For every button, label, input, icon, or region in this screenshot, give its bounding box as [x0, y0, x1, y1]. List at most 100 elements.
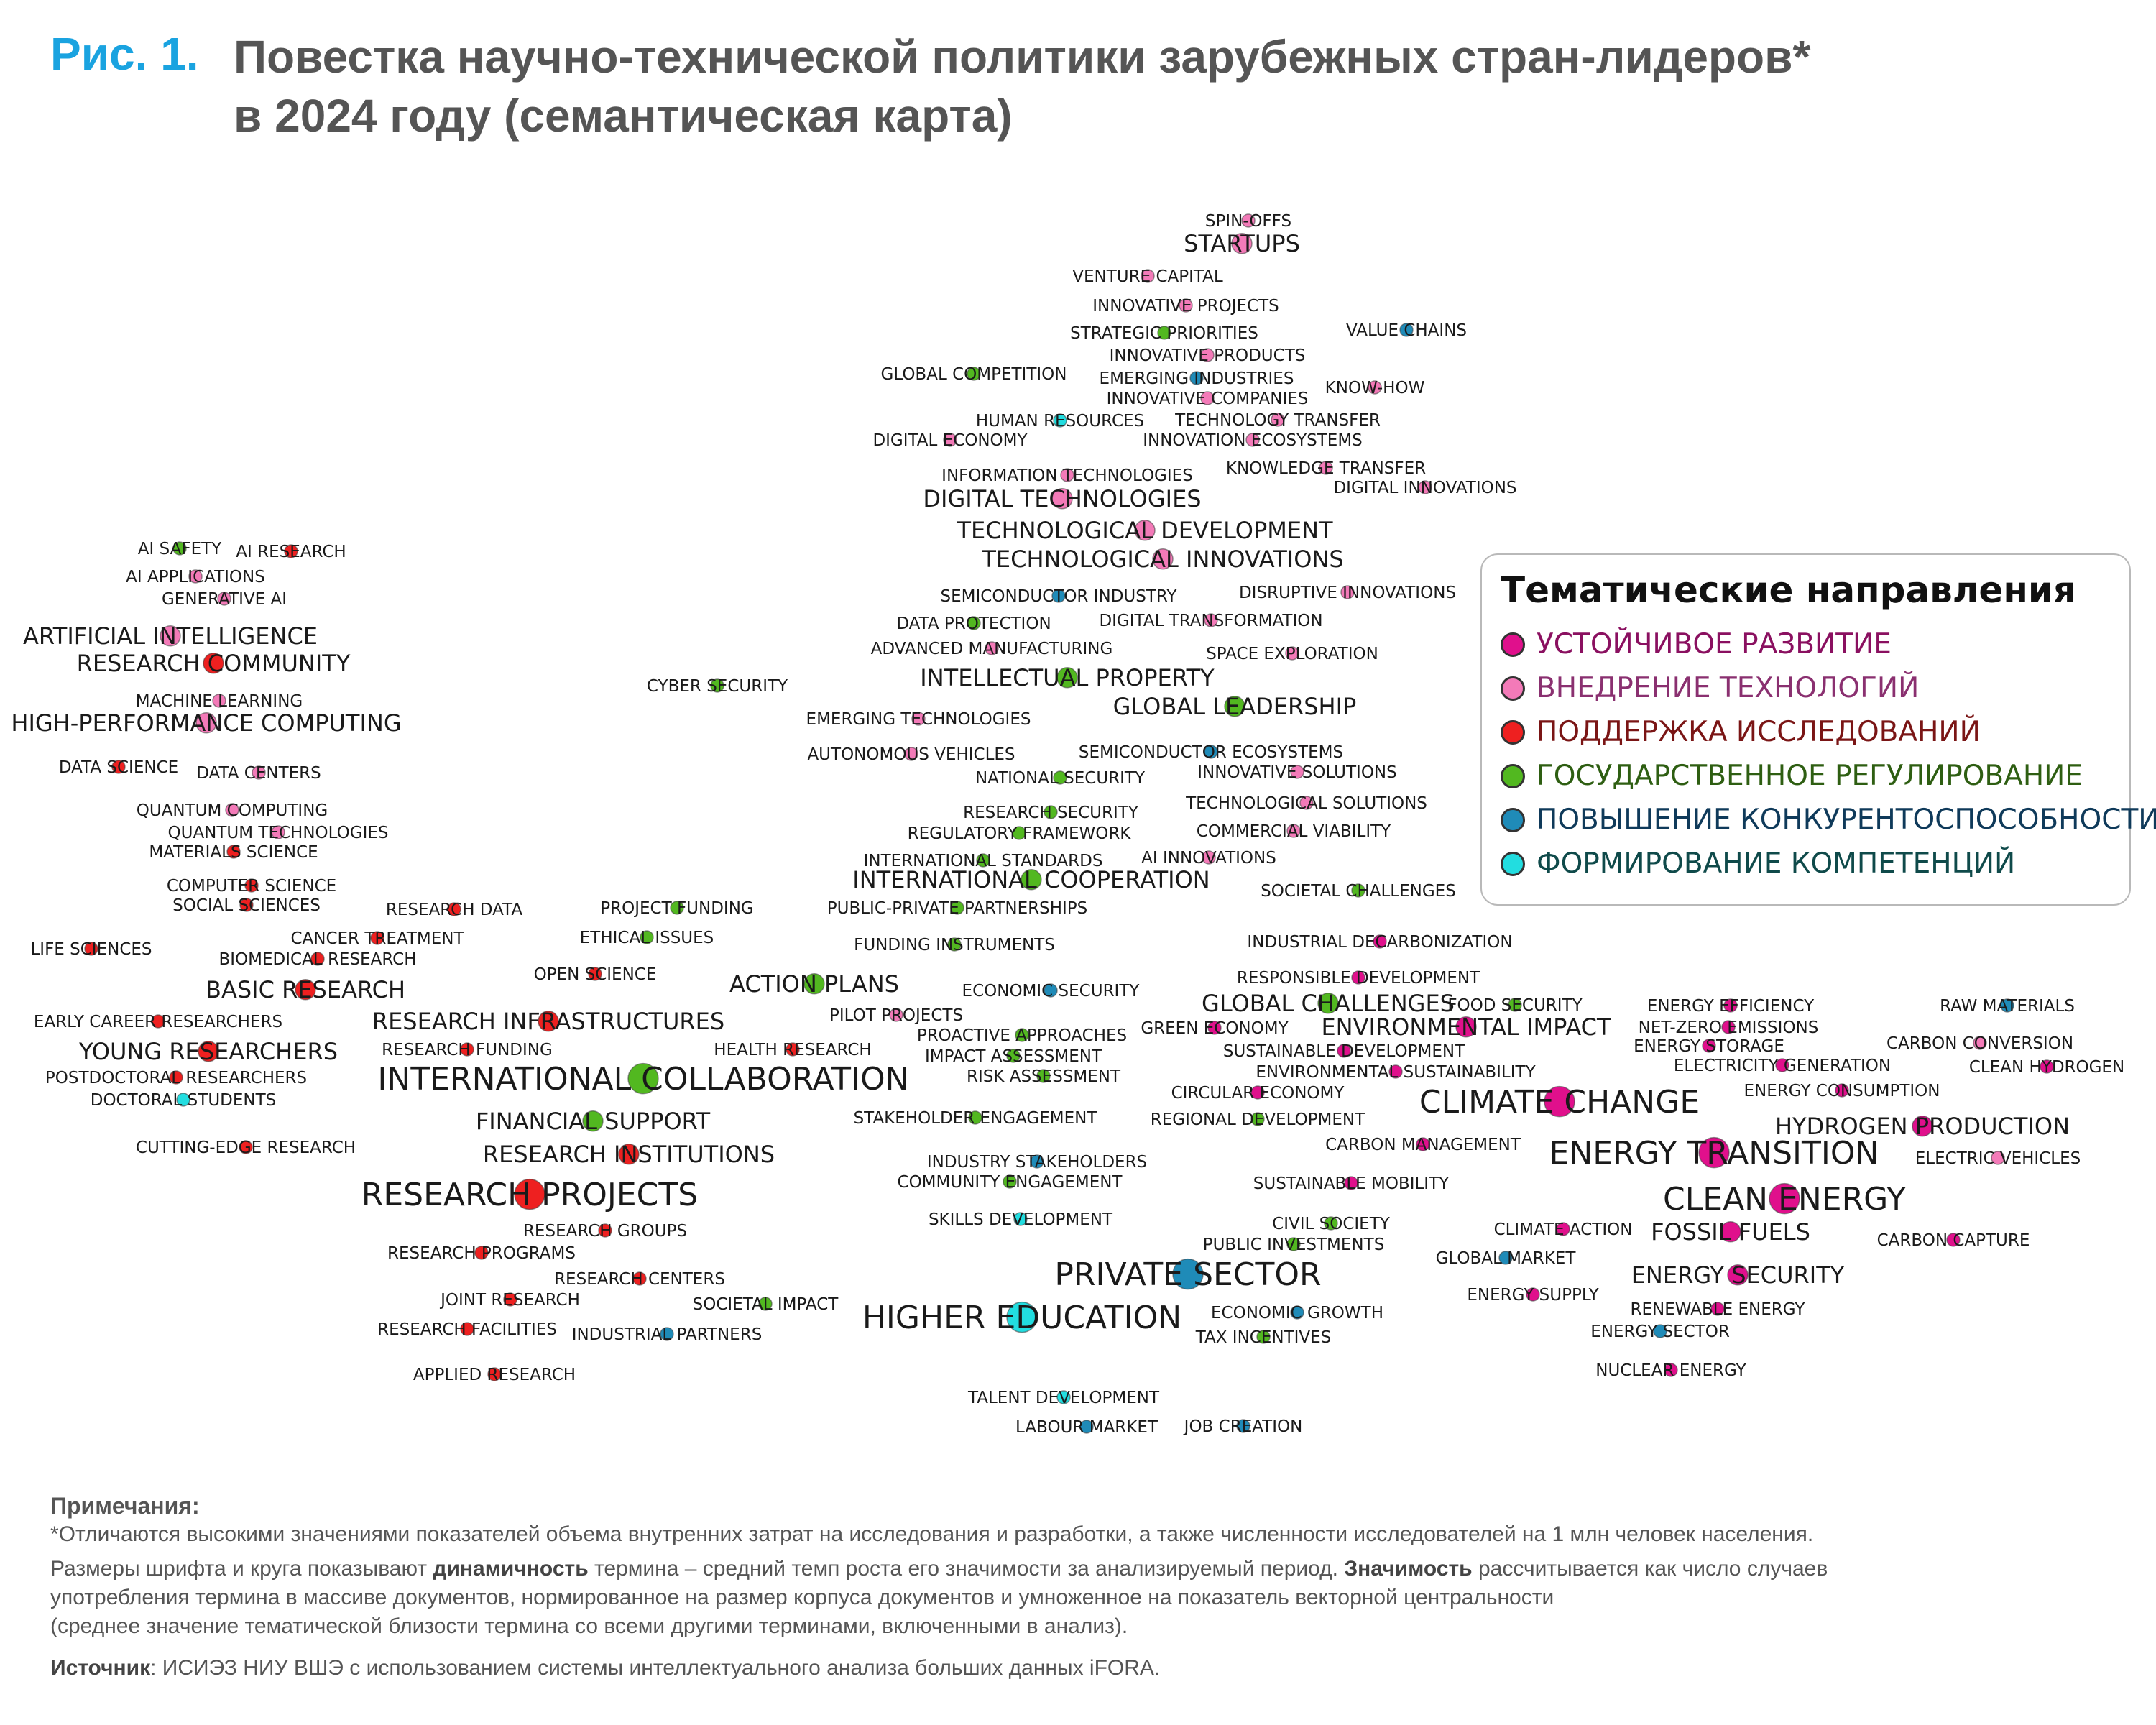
term-research-projects: RESEARCH PROJECTS — [361, 1177, 698, 1213]
term-label: ECONOMIC GROWTH — [1211, 1304, 1383, 1322]
term-energy-efficiency: ENERGY EFFICIENCY — [1647, 997, 1815, 1016]
term-label: INNOVATION ECOSYSTEMS — [1143, 431, 1363, 450]
term-electricity-generation: ELECTRICITY GENERATION — [1674, 1057, 1891, 1075]
term-dot-icon — [1044, 983, 1058, 998]
term-public-private-partnerships: PUBLIC-PRIVATE PARTNERSHIPS — [827, 899, 1088, 918]
term-life-sciences: LIFE SCIENCES — [30, 940, 152, 959]
term-cutting-edge-research: CUTTING-EDGE RESEARCH — [136, 1138, 356, 1157]
term-dot-icon — [889, 1008, 903, 1022]
term-label: INDUSTRIAL PARTNERS — [572, 1325, 763, 1344]
term-innovative-solutions: INNOVATIVE SOLUTIONS — [1197, 763, 1396, 782]
term-regulatory-framework: REGULATORY FRAMEWORK — [908, 824, 1132, 843]
term-dot-icon — [538, 1011, 559, 1032]
term-research-infrastructures: RESEARCH INFRASTRUCTURES — [372, 1008, 724, 1035]
term-dot-icon — [195, 712, 217, 734]
term-label: SOCIETAL IMPACT — [693, 1295, 839, 1314]
term-dot-icon — [1051, 488, 1073, 510]
term-know-how: KNOW-HOW — [1325, 379, 1425, 397]
term-ai-applications: AI APPLICATIONS — [126, 568, 265, 586]
term-label: YOUNG RESEARCHERS — [78, 1038, 338, 1065]
term-venture-capital: VENTURE CAPITAL — [1072, 267, 1223, 286]
term-dot-icon — [1544, 1085, 1575, 1118]
term-dot-icon — [976, 853, 990, 868]
term-label: AI SAFETY — [138, 540, 222, 558]
term-joint-research: JOINT RESEARCH — [439, 1291, 580, 1310]
term-label: INNOVATIVE PROJECTS — [1092, 297, 1279, 316]
term-intellectual-property: INTELLECTUAL PROPERTY — [920, 664, 1215, 691]
term-dot-icon — [176, 1092, 190, 1107]
term-label: ARTIFICIAL INTELLIGENCE — [23, 622, 318, 650]
term-label: RISK ASSESSMENT — [967, 1067, 1121, 1086]
term-label: PILOT PROJECTS — [829, 1006, 963, 1025]
term-dot-icon — [1455, 1016, 1477, 1038]
term-data-protection: DATA PROTECTION — [896, 615, 1051, 633]
term-social-sciences: SOCIAL SCIENCES — [172, 896, 321, 915]
term-label: SPIN-OFFS — [1205, 212, 1291, 231]
term-talent-development: TALENT DEVELOPMENT — [967, 1389, 1160, 1407]
term-dot-icon — [1053, 770, 1067, 785]
term-dot-icon — [217, 592, 231, 606]
term-ai-safety: AI SAFETY — [138, 540, 222, 558]
term-energy-security: ENERGY SECURITY — [1631, 1261, 1845, 1289]
term-dot-icon — [1134, 520, 1156, 541]
term-global-market: GLOBAL MARKET — [1436, 1249, 1577, 1268]
term-label: ENERGY EFFICIENCY — [1647, 997, 1815, 1016]
legend-item-state-regulation: ГОСУДАРСТВЕННОЕ РЕГУЛИРОВАНИЕ — [1501, 754, 2111, 798]
term-label: TAX INCENTIVES — [1195, 1328, 1332, 1347]
term-label: RESEARCH GROUPS — [523, 1222, 687, 1241]
term-dot-icon — [244, 878, 259, 893]
legend-label: УСТОЙЧИВОЕ РАЗВИТИЕ — [1537, 628, 1892, 661]
term-dot-icon — [1060, 468, 1074, 482]
term-postdoctoral-researchers: POSTDOCTORAL RESEARCHERS — [45, 1069, 307, 1087]
term-label: CLEAN ENERGY — [1663, 1181, 1906, 1218]
term-funding-instruments: FUNDING INSTRUMENTS — [854, 936, 1055, 954]
legend-label: ФОРМИРОВАНИЕ КОМПЕТЕНЦИЙ — [1537, 847, 2016, 880]
term-label: SKILLS DEVELOPMENT — [929, 1210, 1113, 1229]
term-label: DATA SCIENCE — [59, 758, 178, 777]
term-dot-icon — [582, 1110, 604, 1132]
term-ai-innovations: AI INNOVATIONS — [1141, 849, 1276, 868]
term-dot-icon — [786, 1042, 800, 1057]
term-energy-sector: ENERGY SECTOR — [1590, 1322, 1730, 1341]
term-dot-icon — [1912, 1116, 1933, 1137]
term-label: ELECTRIC VEHICLES — [1915, 1149, 2081, 1168]
term-dot-icon — [474, 1246, 489, 1260]
legend-label: ГОСУДАРСТВЕННОЕ РЕГУЛИРОВАНИЕ — [1537, 760, 2083, 792]
term-label: CYBER SECURITY — [647, 677, 788, 696]
term-commercial-viability: COMMERCIAL VIABILITY — [1197, 822, 1391, 841]
term-label: SUSTAINABLE DEVELOPMENT — [1223, 1042, 1465, 1061]
term-dot-icon — [1204, 613, 1218, 627]
figure-title: Повестка научно-технической политики зар… — [234, 27, 1810, 145]
term-artificial-intelligence: ARTIFICIAL INTELLIGENCE — [23, 622, 318, 650]
term-label: QUANTUM TECHNOLOGIES — [168, 824, 389, 842]
term-label: SEMICONDUCTOR INDUSTRY — [941, 587, 1178, 606]
term-label: RESEARCH COMMUNITY — [77, 650, 351, 677]
term-tax-incentives: TAX INCENTIVES — [1195, 1328, 1332, 1347]
term-label: NUCLEAR ENERGY — [1595, 1361, 1746, 1380]
term-dot-icon — [660, 1327, 674, 1341]
term-label: PUBLIC-PRIVATE PARTNERSHIPS — [827, 899, 1088, 918]
term-label: AI RESEARCH — [236, 543, 346, 561]
term-dot-icon — [111, 760, 126, 774]
term-dot-icon — [1141, 269, 1155, 283]
term-label: ACTION PLANS — [729, 970, 899, 998]
term-label: FOSSIL FUELS — [1651, 1218, 1810, 1246]
term-dot-icon — [1271, 413, 1285, 427]
term-dot-icon — [598, 1223, 612, 1238]
term-label: AI INNOVATIONS — [1141, 849, 1276, 868]
term-dot-icon — [758, 1297, 773, 1311]
term-energy-consumption: ENERGY CONSUMPTION — [1744, 1082, 1940, 1100]
term-dot-icon — [1973, 1036, 1987, 1050]
term-label: ECONOMIC SECURITY — [962, 982, 1141, 1000]
term-computer-science: COMPUTER SCIENCE — [167, 877, 336, 896]
term-international-cooperation: INTERNATIONAL COOPERATION — [852, 866, 1210, 893]
term-dot-icon — [1351, 970, 1365, 985]
term-dot-icon — [1710, 1302, 1725, 1316]
term-dot-icon — [295, 979, 316, 1000]
term-label: RESEARCH INSTITUTIONS — [483, 1141, 775, 1168]
term-label: RAW MATERIALS — [1940, 997, 2075, 1016]
term-research-data: RESEARCH DATA — [386, 901, 522, 919]
figure-title-line-1: Повестка научно-технической политики зар… — [234, 31, 1811, 83]
term-emerging-technologies: EMERGING TECHNOLOGIES — [806, 710, 1031, 729]
term-label: OPEN SCIENCE — [534, 965, 657, 984]
